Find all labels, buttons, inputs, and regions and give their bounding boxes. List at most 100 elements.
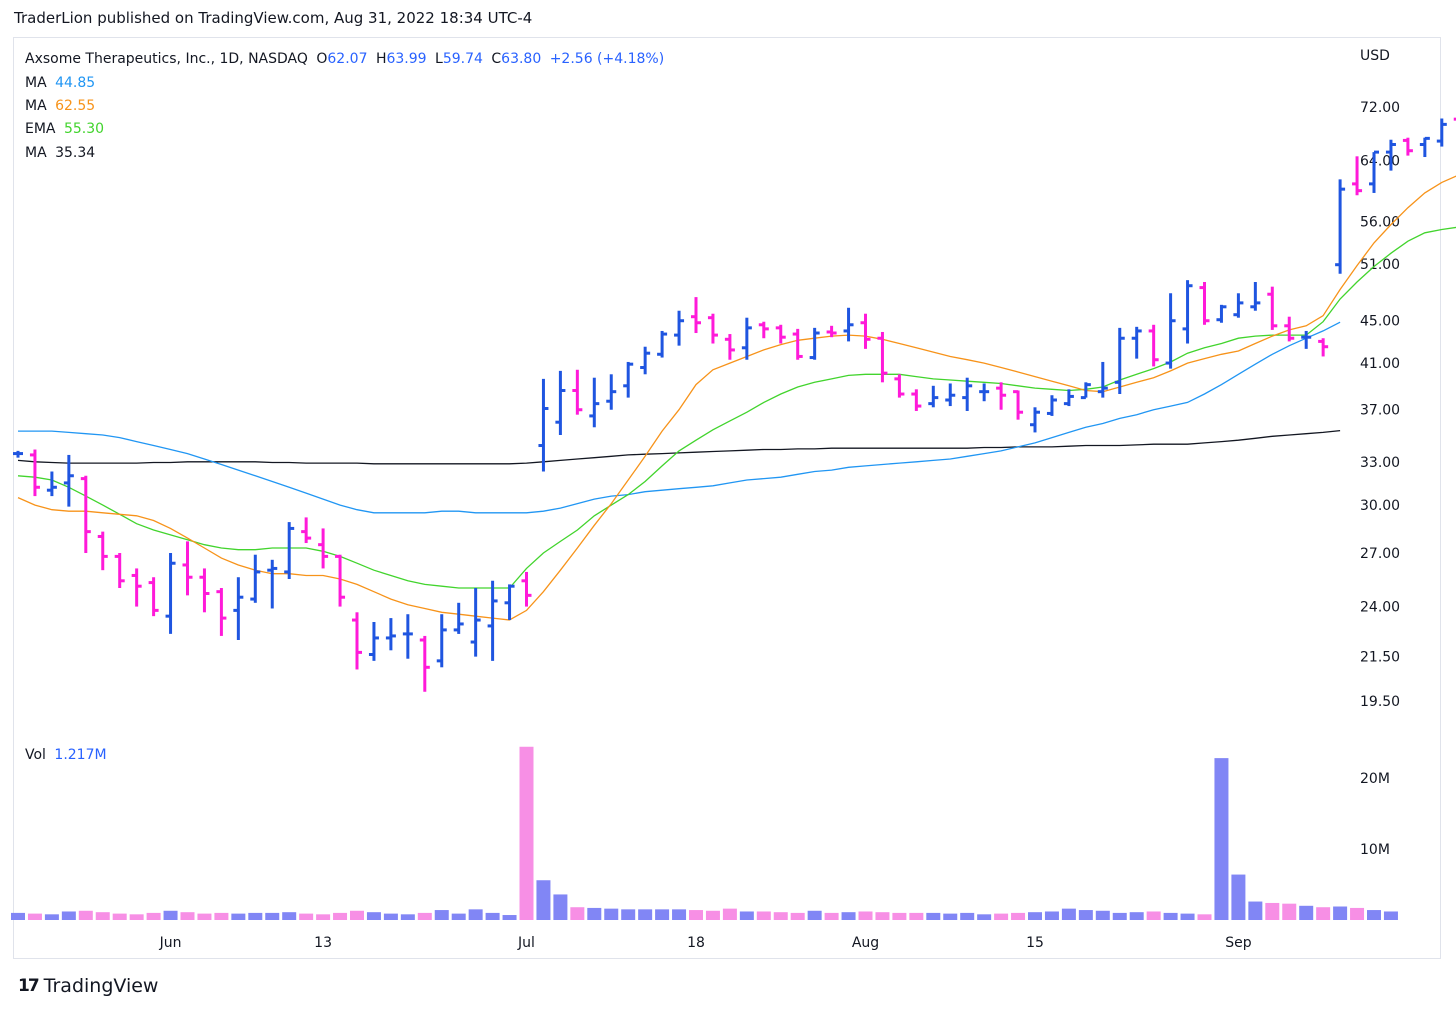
- price-tick-label: 24.00: [1360, 600, 1400, 616]
- ohlc-bar: [436, 614, 447, 668]
- ma-50-line: [18, 321, 1341, 514]
- ohlc-bar: [640, 346, 651, 375]
- volume-bar: [858, 911, 873, 920]
- ohlc-bar: [402, 614, 413, 659]
- volume-bar: [1095, 910, 1110, 920]
- volume-bar: [1248, 901, 1263, 920]
- ohlc-bar: [1250, 282, 1261, 311]
- price-tick-label: 33.00: [1360, 455, 1400, 471]
- open-value: 62.07: [327, 51, 368, 67]
- ohlc-bar: [267, 559, 278, 609]
- volume-bar: [1180, 913, 1195, 920]
- volume-bar: [672, 909, 687, 920]
- publisher-line: TraderLion published on TradingView.com,…: [14, 9, 533, 27]
- ohlc-bar: [1148, 324, 1159, 367]
- time-tick-label: 18: [687, 935, 705, 951]
- volume-bar: [61, 911, 76, 920]
- volume-bar: [1028, 912, 1042, 920]
- ohlc-bar: [368, 621, 379, 661]
- ohlc-bar: [606, 374, 617, 410]
- high-value: 63.99: [386, 51, 427, 67]
- ohlc-bar: [1284, 316, 1295, 342]
- volume-bar: [773, 912, 788, 920]
- volume-bar: [265, 912, 280, 920]
- ohlc-bar: [1114, 327, 1125, 395]
- ohlc-bar: [470, 588, 481, 657]
- volume-bar: [756, 911, 771, 920]
- volume-bar: [129, 914, 144, 920]
- indicator-label: MA: [25, 98, 47, 114]
- volume-bar: [1112, 912, 1127, 920]
- ohlc-bar: [809, 327, 820, 360]
- ohlc-bar: [487, 580, 498, 661]
- volume-bar: [282, 912, 297, 920]
- volume-bar: [146, 912, 161, 920]
- volume-bar: [1163, 912, 1178, 920]
- volume-bar: [722, 908, 737, 920]
- symbol-name: Axsome Therapeutics, Inc., 1D, NASDAQ: [25, 51, 308, 67]
- ohlc-bar: [419, 635, 430, 692]
- volume-bar: [468, 909, 483, 920]
- volume-bar: [1265, 902, 1280, 920]
- price-tick-label: 37.00: [1360, 403, 1400, 419]
- indicator-label: MA: [25, 75, 47, 91]
- ohlc-bar: [1436, 118, 1447, 147]
- ohlc-bar: [29, 449, 40, 497]
- volume-bar: [977, 914, 992, 920]
- volume-bar: [1011, 912, 1026, 920]
- low-value: 59.74: [442, 51, 483, 67]
- volume-value: 1.217M: [54, 747, 107, 763]
- indicator-ema-21[interactable]: EMA 55.30: [25, 121, 104, 137]
- volume-bar: [1333, 906, 1348, 920]
- ohlc-bar: [148, 577, 159, 617]
- indicator-ma-200[interactable]: MA 35.34: [25, 145, 95, 161]
- ohlc-bar: [962, 377, 973, 411]
- ohlc-bar: [775, 324, 786, 344]
- ohlc-bar: [80, 475, 91, 554]
- ohlc-bar: [1165, 293, 1176, 369]
- ohlc-bar: [1335, 179, 1346, 274]
- volume-tick-label: 10M: [1360, 842, 1390, 858]
- ohlc-bar: [63, 454, 74, 507]
- time-tick-label: Sep: [1225, 935, 1252, 951]
- volume-bar: [909, 912, 924, 920]
- volume-bar: [112, 913, 127, 920]
- ma-200-line: [17, 429, 1341, 465]
- chart-frame[interactable]: [13, 37, 1441, 959]
- volume-bar: [1044, 911, 1059, 920]
- volume-bar: [689, 910, 703, 920]
- volume-bar: [638, 909, 653, 920]
- volume-bar: [1231, 874, 1246, 920]
- volume-bar: [451, 913, 466, 920]
- volume-bar: [892, 912, 907, 920]
- tradingview-logo[interactable]: 17 TradingView: [18, 975, 158, 997]
- ohlc-bar: [318, 528, 329, 569]
- ohlc-bar: [504, 584, 515, 621]
- ohlc-bar: [792, 328, 803, 360]
- price-tick-label: 72.00: [1360, 100, 1400, 116]
- volume-legend[interactable]: Vol 1.217M: [25, 747, 107, 763]
- ohlc-bar: [13, 450, 23, 458]
- indicator-ma-50[interactable]: MA 44.85: [25, 75, 95, 91]
- change-value: +2.56 (+4.18%): [549, 51, 665, 67]
- indicator-value: 35.34: [55, 145, 96, 161]
- ohlc-bar: [572, 369, 583, 415]
- volume-bar: [807, 910, 822, 920]
- ohlc-bar: [216, 588, 227, 636]
- indicator-ma-10[interactable]: MA 62.55: [25, 98, 95, 114]
- volume-bar: [536, 880, 551, 920]
- ohlc-bar: [97, 531, 108, 571]
- ohlc-bar: [1267, 286, 1278, 330]
- volume-bar: [1367, 910, 1381, 920]
- volume-bar: [926, 912, 941, 920]
- ohlc-bar: [657, 330, 668, 358]
- ohlc-bar: [894, 374, 905, 398]
- ohlc-bar: [199, 568, 210, 613]
- volume-bar: [1129, 912, 1144, 920]
- volume-bar: [621, 909, 636, 920]
- price-tick-label: 51.00: [1360, 257, 1400, 273]
- indicator-value: 55.30: [63, 121, 105, 137]
- time-tick-label: Jun: [159, 935, 182, 951]
- volume-bar: [11, 912, 25, 920]
